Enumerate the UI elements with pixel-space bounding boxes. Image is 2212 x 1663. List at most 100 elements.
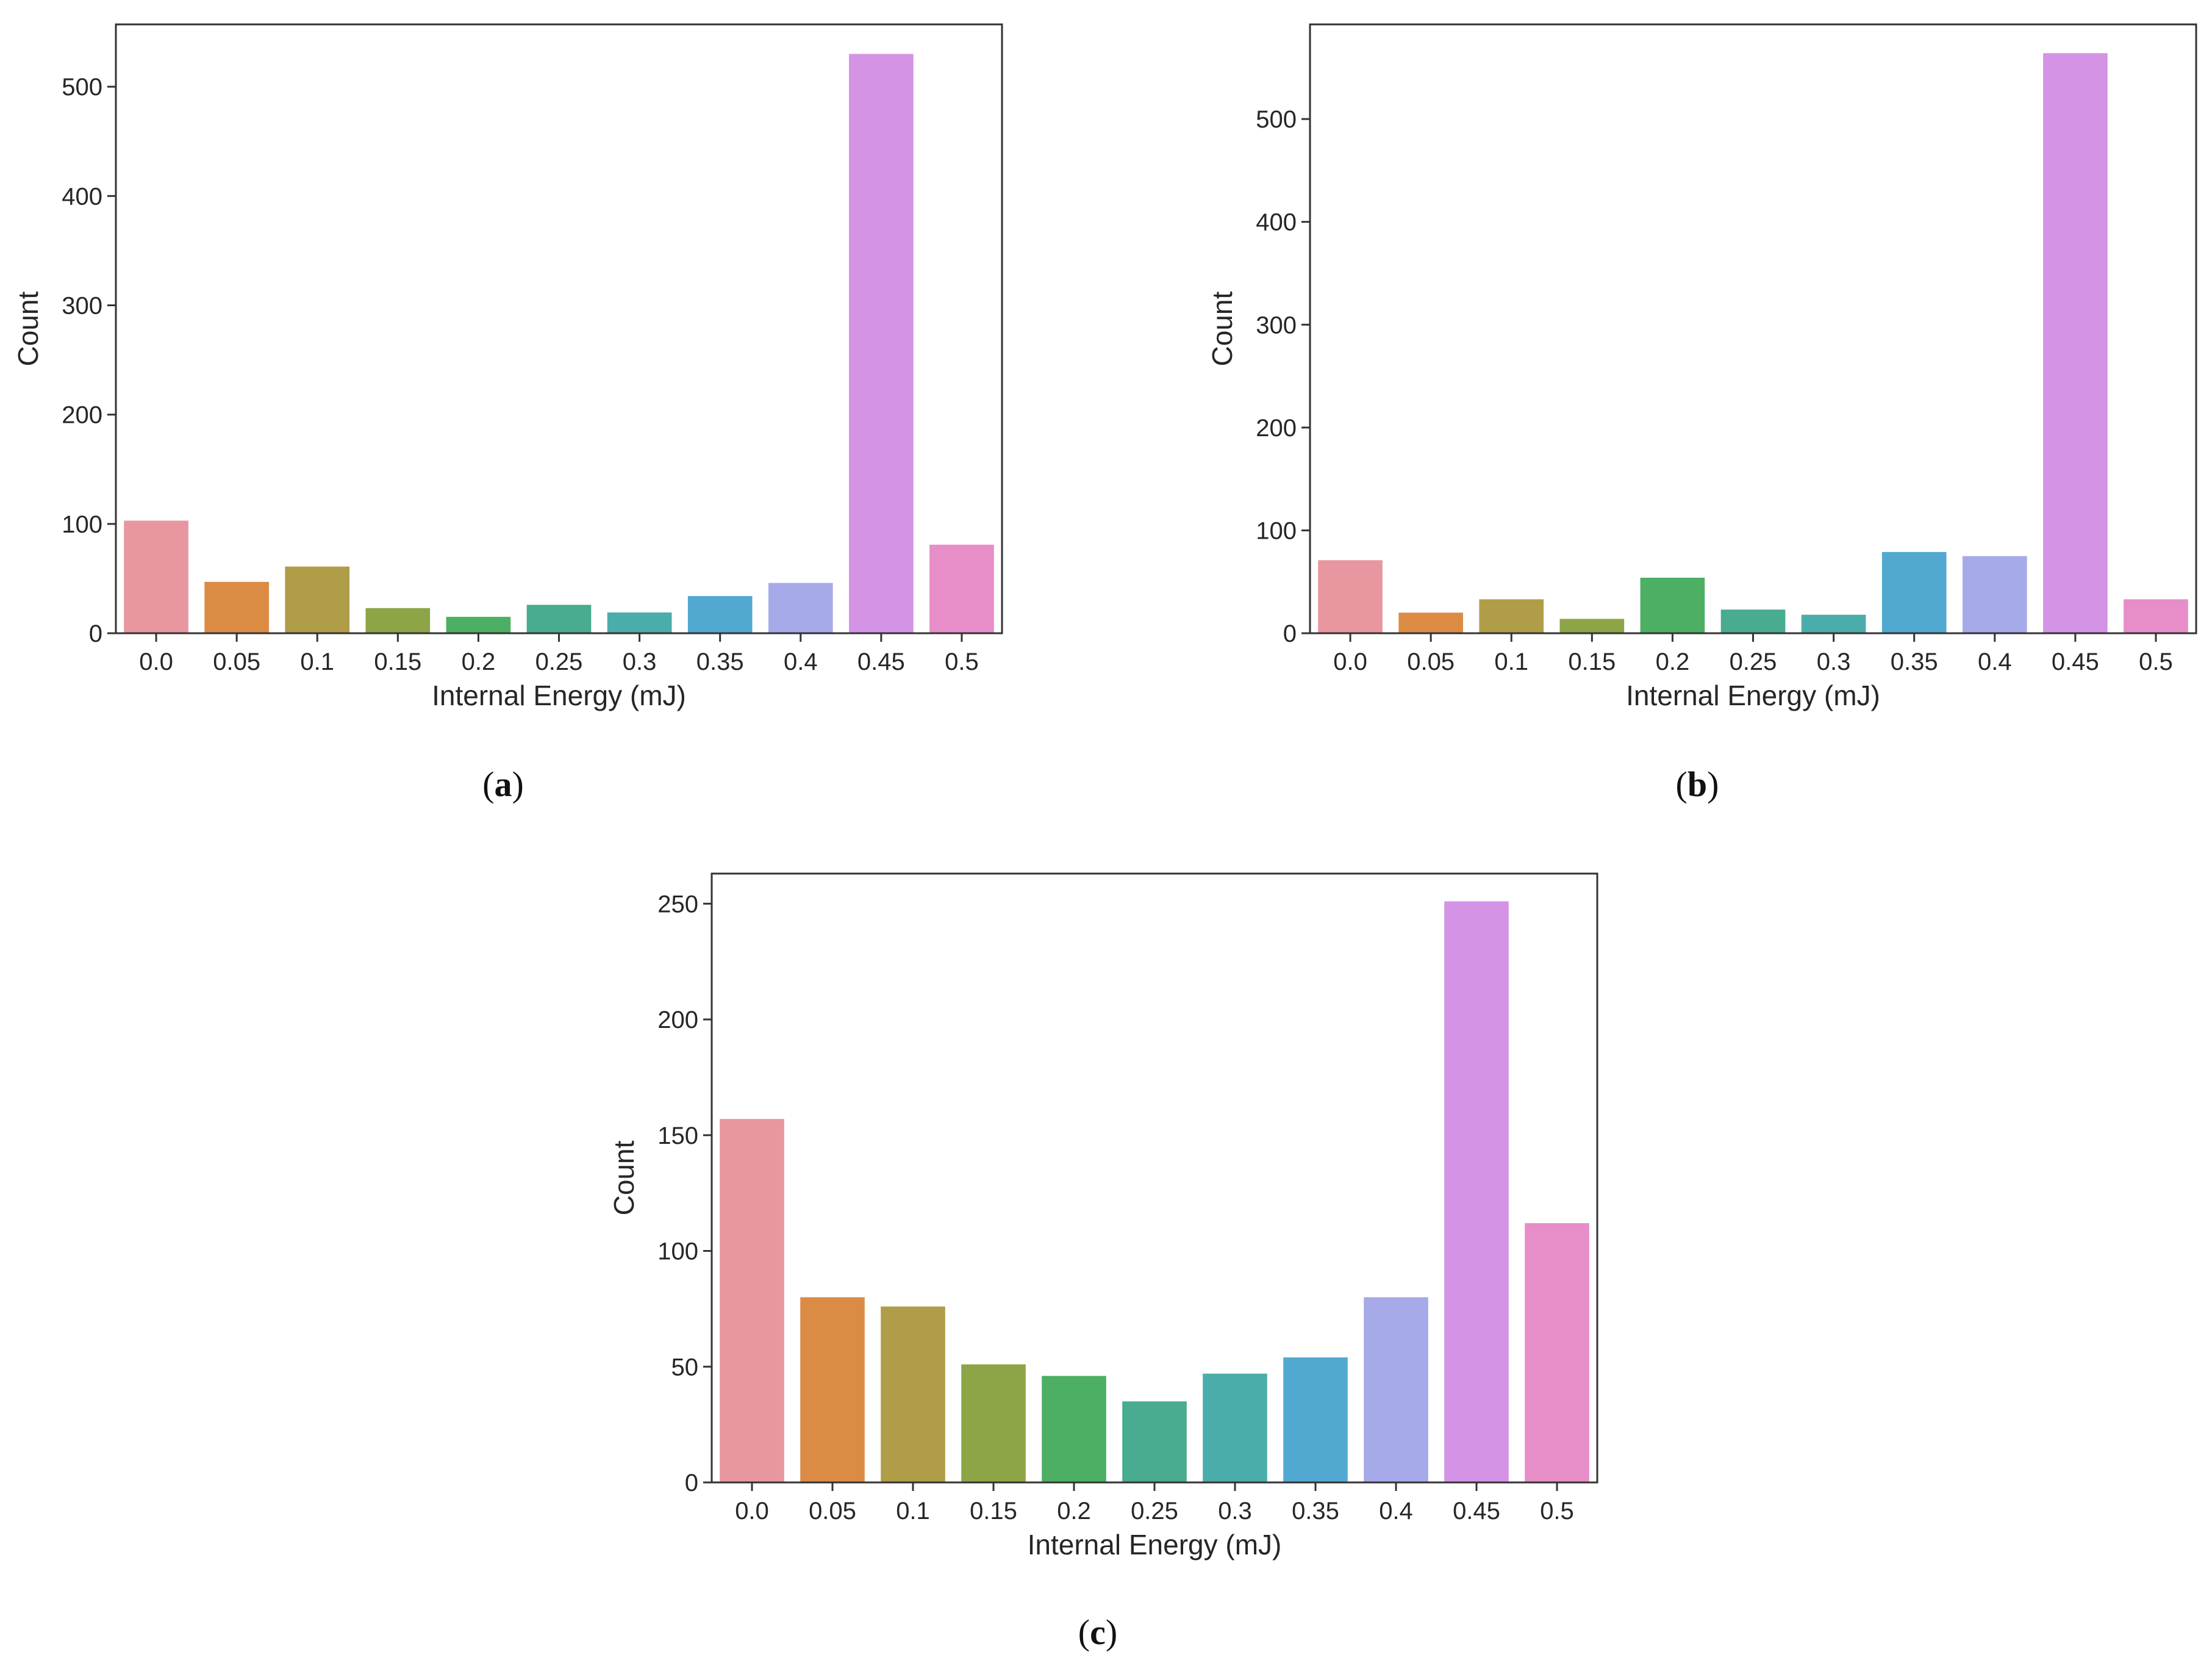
y-tick-label-b-0: 0 xyxy=(1283,620,1297,647)
x-tick-label-b-0.25: 0.25 xyxy=(1730,648,1777,675)
bar-a-0.1 xyxy=(285,566,350,633)
y-tick-label-c-0: 0 xyxy=(685,1470,698,1496)
y-tick-label-b-400: 400 xyxy=(1256,209,1297,236)
bar-b-0.25 xyxy=(1720,609,1786,633)
bar-b-0.1 xyxy=(1479,599,1544,633)
panel-letter-c: c xyxy=(1090,1612,1106,1652)
x-tick-label-b-0.0: 0.0 xyxy=(1333,648,1367,675)
x-tick-label-c-0.0: 0.0 xyxy=(735,1498,769,1525)
y-axis-label-c: Count xyxy=(608,1140,640,1215)
y-axis-label-b: Count xyxy=(1206,291,1238,366)
bar-b-0.4 xyxy=(1962,556,2027,633)
bar-b-0.0 xyxy=(1318,560,1383,633)
x-tick-label-c-0.15: 0.15 xyxy=(970,1498,1017,1525)
x-tick-label-a-0.15: 0.15 xyxy=(374,648,421,675)
x-axis-label-b: Internal Energy (mJ) xyxy=(1626,680,1880,711)
x-axis-label-a: Internal Energy (mJ) xyxy=(432,680,686,711)
bar-b-0.2 xyxy=(1640,577,1705,633)
x-tick-label-a-0.5: 0.5 xyxy=(945,648,979,675)
bar-b-0.35 xyxy=(1881,551,1947,633)
x-tick-label-a-0.1: 0.1 xyxy=(300,648,334,675)
y-axis-label-a: Count xyxy=(12,291,44,366)
x-tick-label-c-0.45: 0.45 xyxy=(1453,1498,1500,1525)
x-tick-label-b-0.35: 0.35 xyxy=(1891,648,1938,675)
bar-b-0.3 xyxy=(1801,614,1866,633)
bar-a-0.2 xyxy=(446,617,511,633)
chart-panel-b: 0 100 200 300 400 500 0.0 0.05 0.1 0.15 0.2 0.25 0.3… xyxy=(1206,23,2197,804)
bar-a-0.15 xyxy=(365,608,431,633)
bar-c-0.25 xyxy=(1122,1401,1187,1482)
y-tick-label-c-50: 50 xyxy=(671,1354,699,1381)
y-tick-label-a-300: 300 xyxy=(62,292,102,319)
x-tick-label-c-0.25: 0.25 xyxy=(1131,1498,1178,1525)
bar-c-0.4 xyxy=(1364,1297,1428,1482)
bar-c-0.0 xyxy=(720,1119,784,1482)
x-tick-label-b-0.2: 0.2 xyxy=(1656,648,1690,675)
y-tick-label-c-150: 150 xyxy=(657,1122,698,1149)
x-tick-label-a-0.05: 0.05 xyxy=(213,648,260,675)
bar-b-0.5 xyxy=(2124,599,2188,633)
bar-a-0.4 xyxy=(768,583,833,633)
x-tick-label-b-0.1: 0.1 xyxy=(1494,648,1528,675)
x-tick-label-a-0.3: 0.3 xyxy=(623,648,657,675)
x-tick-label-c-0.35: 0.35 xyxy=(1292,1498,1339,1525)
bar-a-0.3 xyxy=(607,612,672,633)
bar-c-0.1 xyxy=(881,1306,945,1482)
x-tick-label-a-0.25: 0.25 xyxy=(535,648,583,675)
y-tick-label-a-100: 100 xyxy=(62,511,102,538)
panel-label-a: (a) xyxy=(482,764,524,804)
x-tick-label-a-0.35: 0.35 xyxy=(696,648,744,675)
x-tick-label-c-0.1: 0.1 xyxy=(896,1498,930,1525)
x-tick-label-c-0.5: 0.5 xyxy=(1540,1498,1574,1525)
y-tick-label-c-250: 250 xyxy=(657,891,698,918)
panel-letter-b: b xyxy=(1688,764,1707,804)
x-tick-label-c-0.2: 0.2 xyxy=(1057,1498,1091,1525)
x-tick-label-b-0.3: 0.3 xyxy=(1817,648,1851,675)
bar-c-0.5 xyxy=(1525,1223,1589,1482)
x-tick-label-b-0.45: 0.45 xyxy=(2052,648,2099,675)
y-tick-label-a-400: 400 xyxy=(62,183,102,210)
x-tick-label-b-0.15: 0.15 xyxy=(1568,648,1616,675)
bar-a-0.5 xyxy=(929,544,994,633)
x-tick-label-c-0.4: 0.4 xyxy=(1379,1498,1413,1525)
panel-letter-a: a xyxy=(495,764,512,804)
y-tick-label-b-100: 100 xyxy=(1256,517,1297,544)
y-tick-label-b-200: 200 xyxy=(1256,415,1297,442)
bar-c-0.3 xyxy=(1203,1373,1267,1482)
bar-a-0.0 xyxy=(124,520,188,633)
x-tick-label-b-0.05: 0.05 xyxy=(1407,648,1455,675)
panel-label-c: (c) xyxy=(1078,1612,1117,1652)
bar-a-0.05 xyxy=(204,581,269,633)
y-tick-label-b-300: 300 xyxy=(1256,312,1297,339)
bar-a-0.25 xyxy=(526,605,592,633)
bar-a-0.35 xyxy=(687,596,753,633)
y-tick-label-a-0: 0 xyxy=(89,620,102,647)
bar-c-0.05 xyxy=(800,1297,865,1482)
bar-c-0.35 xyxy=(1283,1357,1348,1482)
y-tick-label-a-200: 200 xyxy=(62,402,102,429)
x-tick-label-a-0.0: 0.0 xyxy=(139,648,173,675)
bar-b-0.05 xyxy=(1398,612,1463,633)
panel-label-b: (b) xyxy=(1676,764,1719,804)
chart-panel-a: 0 100 200 300 400 500 0.0 0.05 0.1 0.15 0.2 0.25 0.3… xyxy=(12,23,1003,804)
bar-a-0.45 xyxy=(849,54,914,634)
chart-panel-c: 0 50 100 150 200 250 0.0 0.05 0.1 0.15 0.2 0.25 0.3 0… xyxy=(608,872,1598,1652)
y-tick-label-c-100: 100 xyxy=(657,1238,698,1265)
x-tick-label-c-0.3: 0.3 xyxy=(1218,1498,1252,1525)
bar-b-0.45 xyxy=(2043,53,2108,634)
bar-b-0.15 xyxy=(1559,619,1625,633)
x-tick-label-a-0.2: 0.2 xyxy=(462,648,496,675)
x-tick-label-c-0.05: 0.05 xyxy=(809,1498,856,1525)
y-tick-label-a-500: 500 xyxy=(62,74,102,101)
bar-c-0.2 xyxy=(1042,1376,1106,1482)
y-tick-label-c-200: 200 xyxy=(657,1007,698,1033)
bar-c-0.15 xyxy=(961,1364,1026,1482)
x-tick-label-b-0.5: 0.5 xyxy=(2139,648,2173,675)
x-axis-label-c: Internal Energy (mJ) xyxy=(1028,1529,1282,1561)
y-tick-label-b-500: 500 xyxy=(1256,106,1297,133)
bar-c-0.45 xyxy=(1444,901,1509,1482)
x-tick-label-a-0.4: 0.4 xyxy=(784,648,818,675)
x-tick-label-a-0.45: 0.45 xyxy=(857,648,905,675)
x-tick-label-b-0.4: 0.4 xyxy=(1978,648,2012,675)
